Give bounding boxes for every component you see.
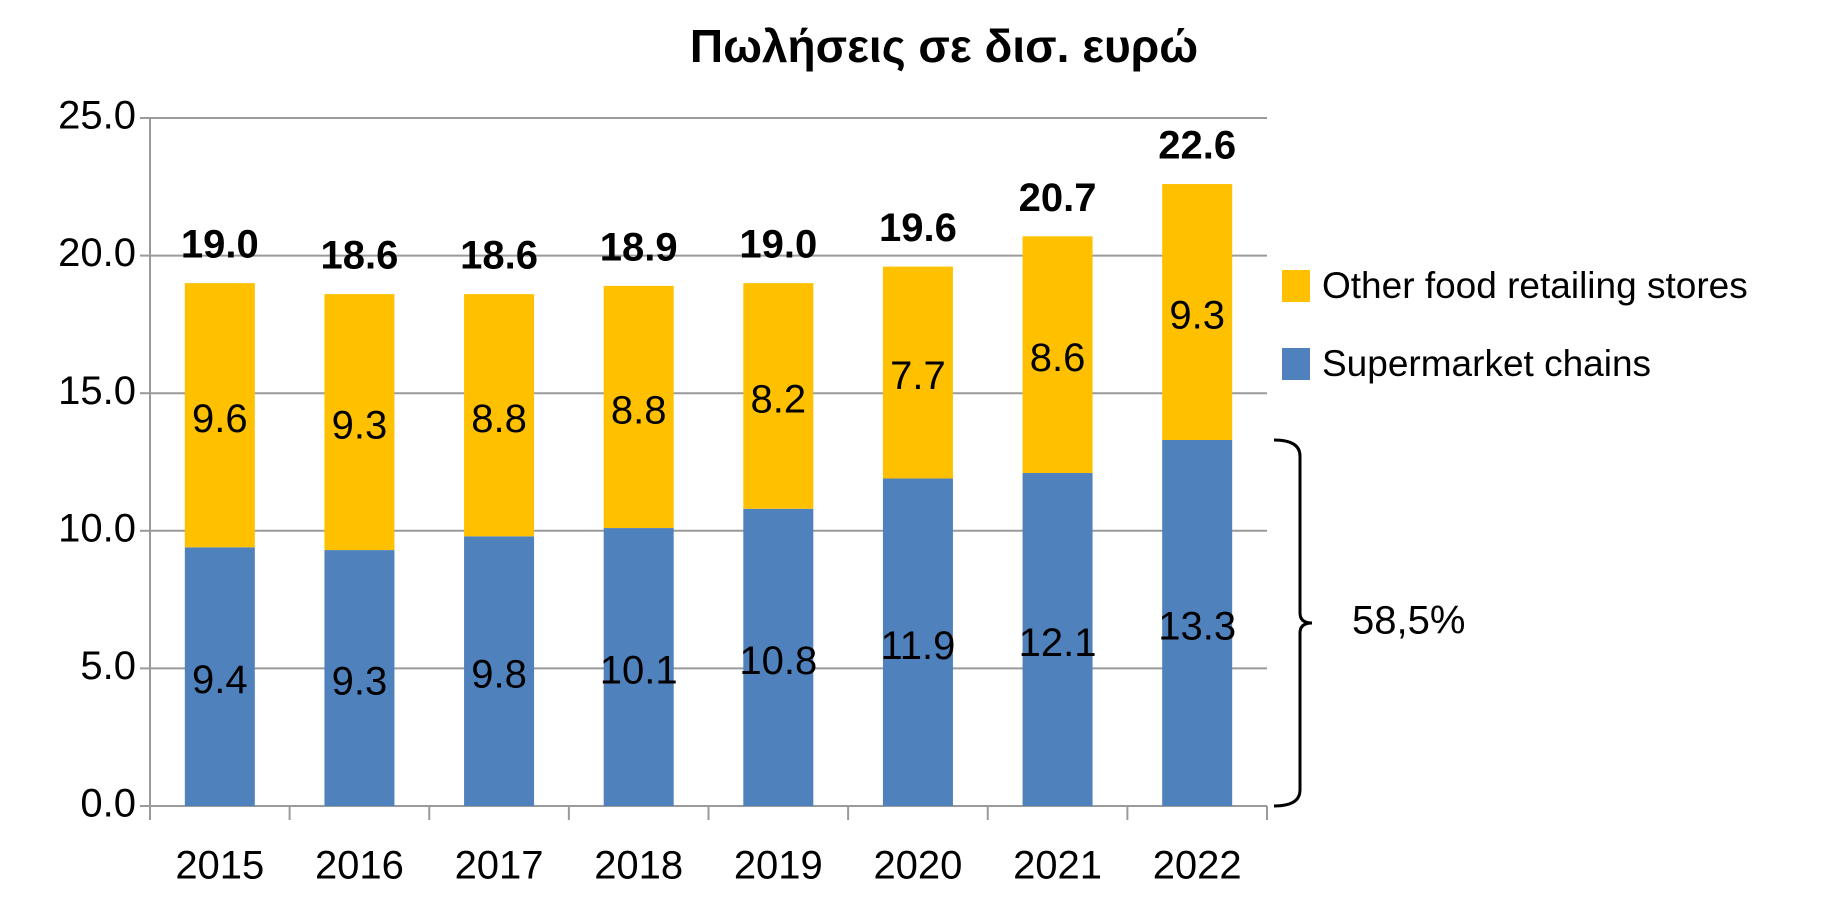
- data-label: 7.7: [890, 354, 946, 398]
- data-label: 10.8: [739, 639, 817, 683]
- x-tick-label: 2019: [734, 844, 823, 888]
- bar-segment: [603, 528, 674, 806]
- data-label: 10.1: [600, 649, 678, 693]
- chart-title: Πωλήσεις σε δισ. ευρώ: [690, 20, 1198, 72]
- data-label: 8.8: [471, 397, 527, 441]
- data-label: 13.3: [1158, 605, 1236, 649]
- bar-segment: [743, 283, 814, 509]
- total-label: 22.6: [1158, 124, 1236, 168]
- bar-segment: [464, 294, 535, 537]
- data-label: 9.6: [192, 397, 248, 441]
- total-label: 19.0: [181, 223, 259, 267]
- legend-label: Other food retailing stores: [1322, 265, 1748, 306]
- annotation: 58,5%: [1352, 599, 1465, 643]
- brace: [1273, 438, 1313, 808]
- data-label: 9.3: [1169, 294, 1225, 338]
- x-tick-label: 2017: [455, 844, 544, 888]
- data-label: 9.3: [332, 660, 388, 704]
- bar-segment: [1022, 473, 1093, 806]
- data-label: 8.8: [611, 389, 667, 433]
- bar-segment: [324, 294, 395, 551]
- y-tick-label: 5.0: [80, 644, 136, 688]
- total-label: 20.7: [1019, 176, 1097, 220]
- data-label: 9.4: [192, 658, 248, 702]
- total-label: 18.6: [321, 234, 399, 278]
- data-label: 8.2: [751, 378, 807, 422]
- bar-segment: [743, 508, 814, 806]
- total-label: 19.6: [879, 206, 957, 250]
- y-tick-label: 25.0: [58, 94, 136, 138]
- bar-segment: [882, 266, 953, 479]
- y-tick-label: 10.0: [58, 506, 136, 550]
- data-label: 11.9: [880, 624, 955, 668]
- bar-segment: [324, 550, 395, 806]
- y-tick-label: 0.0: [80, 782, 136, 826]
- x-tick-label: 2022: [1153, 844, 1242, 888]
- bar-segment: [184, 547, 255, 806]
- data-label: 8.6: [1030, 336, 1086, 380]
- legend-swatch: [1282, 348, 1310, 380]
- legend-label: Supermarket chains: [1322, 343, 1651, 384]
- x-tick-label: 2016: [315, 844, 404, 888]
- data-label: 9.8: [471, 653, 527, 697]
- bar-segment: [603, 285, 674, 529]
- bar-segment: [882, 478, 953, 806]
- total-label: 18.6: [460, 234, 538, 278]
- total-label: 18.9: [600, 225, 678, 269]
- legend-swatch: [1282, 270, 1310, 302]
- data-label: 9.3: [332, 404, 388, 448]
- x-tick-label: 2020: [873, 844, 962, 888]
- bar-segment: [1022, 236, 1093, 474]
- bar-segment: [184, 283, 255, 548]
- x-tick-label: 2018: [594, 844, 683, 888]
- bar-segment: [464, 536, 535, 806]
- y-tick-label: 20.0: [58, 231, 136, 275]
- x-tick-label: 2021: [1013, 844, 1102, 888]
- total-label: 19.0: [739, 223, 817, 267]
- bar-segment: [1162, 439, 1233, 806]
- data-label: 12.1: [1019, 621, 1097, 665]
- y-tick-label: 15.0: [58, 369, 136, 413]
- bar-segment: [1162, 184, 1233, 440]
- x-tick-label: 2015: [175, 844, 264, 888]
